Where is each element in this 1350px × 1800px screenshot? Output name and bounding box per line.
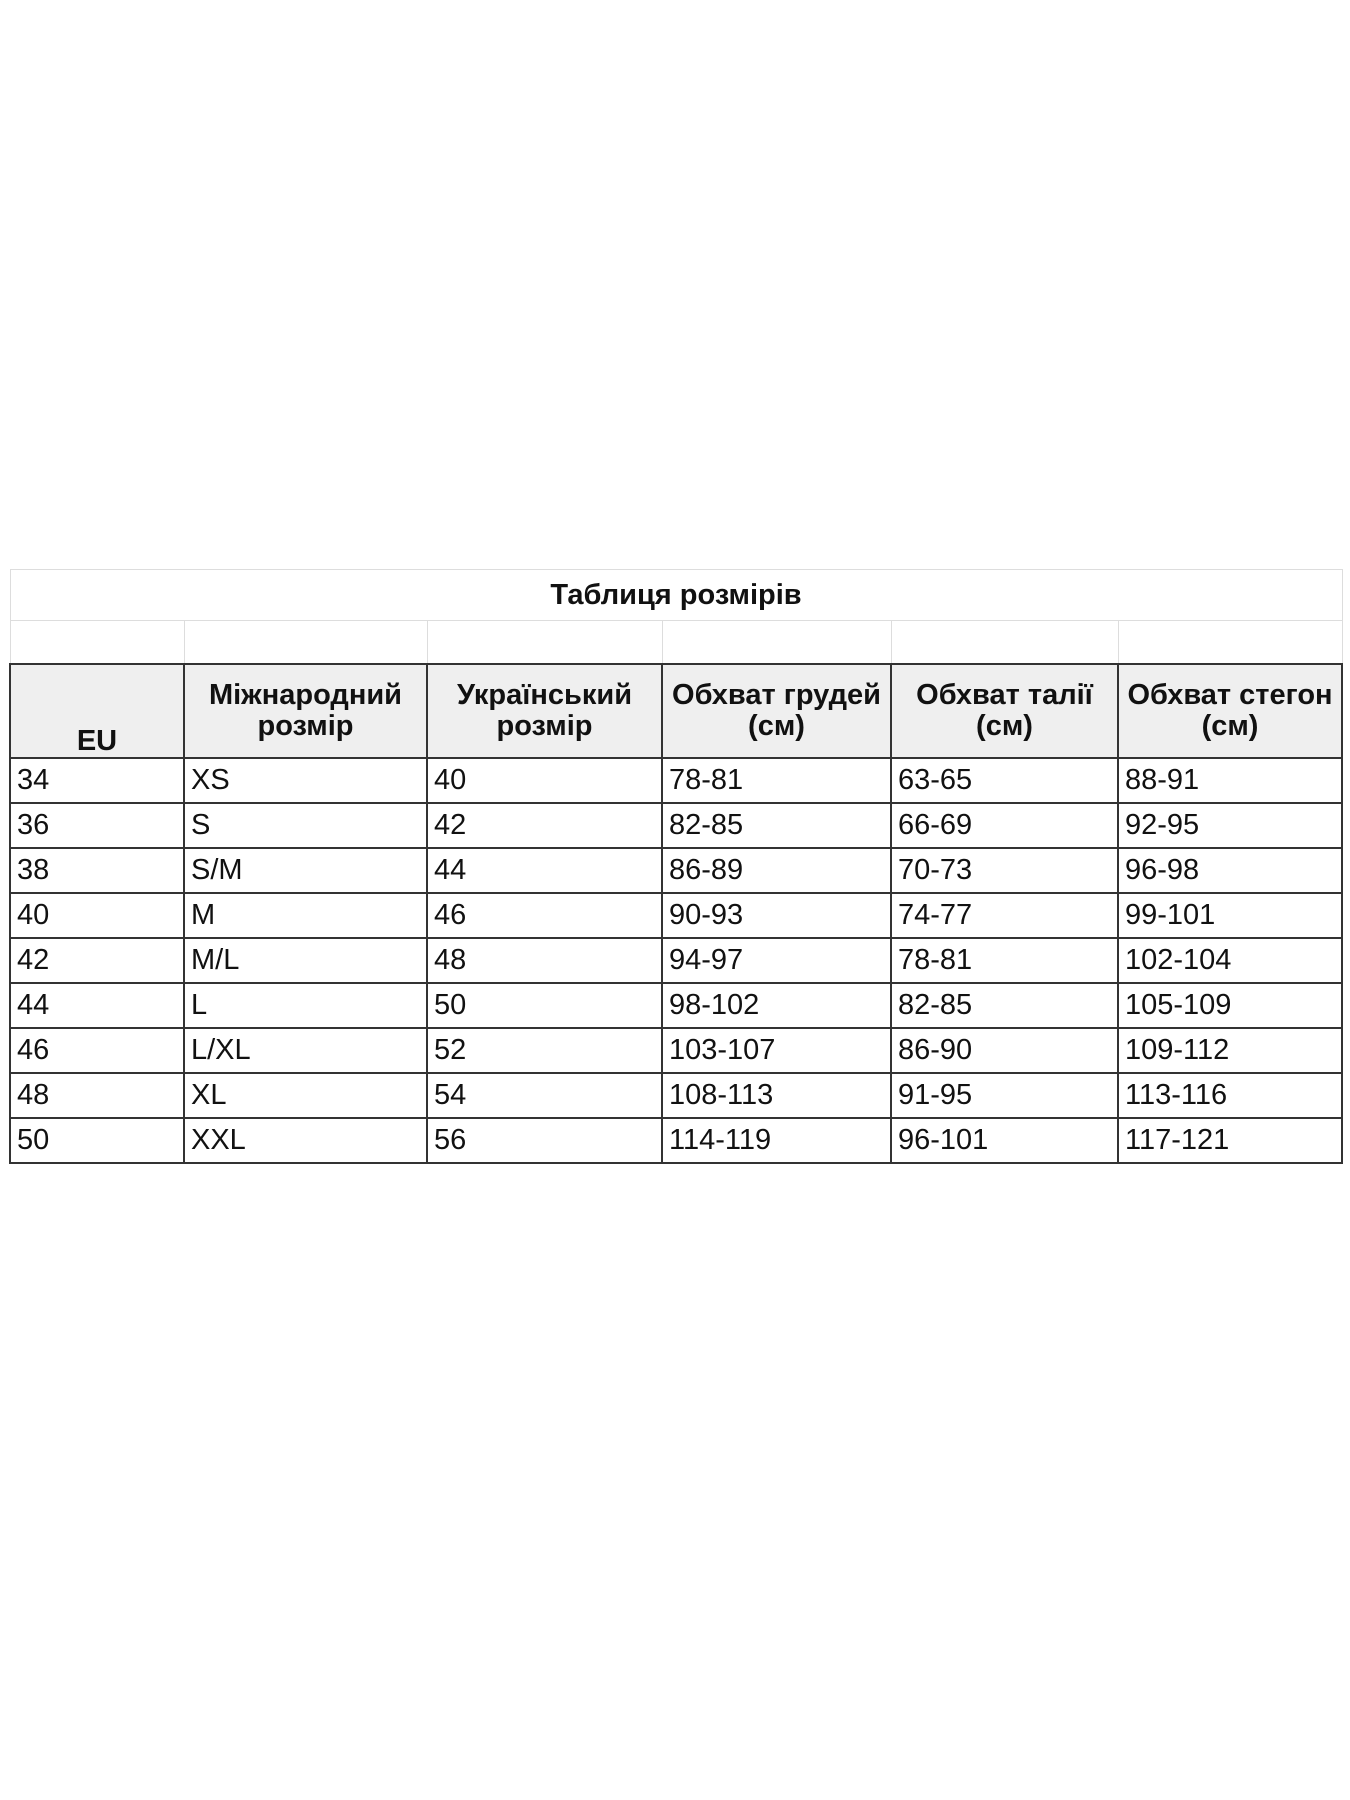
cell-hips: 99-101 bbox=[1116, 892, 1344, 939]
cell-ukrainian-size: 56 bbox=[426, 1117, 663, 1164]
cell-hips: 105-109 bbox=[1116, 982, 1344, 1029]
empty-cell bbox=[661, 620, 892, 664]
cell-eu: 44 bbox=[9, 982, 185, 1029]
cell-international-size: L/XL bbox=[183, 1027, 428, 1074]
empty-cell bbox=[183, 620, 428, 664]
cell-chest: 103-107 bbox=[661, 1027, 892, 1074]
empty-row bbox=[9, 620, 1343, 664]
cell-hips: 117-121 bbox=[1116, 1117, 1344, 1164]
table-row: 38 S/M 44 86-89 70-73 96-98 bbox=[9, 847, 1344, 894]
cell-international-size: XL bbox=[183, 1072, 428, 1119]
cell-waist: 91-95 bbox=[890, 1072, 1119, 1119]
table-row: 44 L 50 98-102 82-85 105-109 bbox=[9, 982, 1344, 1029]
table-row: 36 S 42 82-85 66-69 92-95 bbox=[9, 802, 1344, 849]
cell-waist: 78-81 bbox=[890, 937, 1119, 984]
cell-eu: 48 bbox=[9, 1072, 185, 1119]
cell-chest: 82-85 bbox=[661, 802, 892, 849]
header-hips: Обхват стегон (см) bbox=[1116, 663, 1344, 759]
cell-waist: 63-65 bbox=[890, 757, 1119, 804]
table-row: 50 XXL 56 114-119 96-101 117-121 bbox=[9, 1117, 1344, 1164]
cell-international-size: XXL bbox=[183, 1117, 428, 1164]
table-row: 40 M 46 90-93 74-77 99-101 bbox=[9, 892, 1344, 939]
empty-cell bbox=[9, 620, 185, 664]
cell-hips: 88-91 bbox=[1116, 757, 1344, 804]
title-row: Таблиця розмірів bbox=[9, 569, 1343, 621]
table-row: 48 XL 54 108-113 91-95 113-116 bbox=[9, 1072, 1344, 1119]
cell-chest: 94-97 bbox=[661, 937, 892, 984]
cell-ukrainian-size: 50 bbox=[426, 982, 663, 1029]
cell-waist: 66-69 bbox=[890, 802, 1119, 849]
cell-chest: 108-113 bbox=[661, 1072, 892, 1119]
cell-eu: 46 bbox=[9, 1027, 185, 1074]
cell-ukrainian-size: 42 bbox=[426, 802, 663, 849]
cell-hips: 92-95 bbox=[1116, 802, 1344, 849]
cell-eu: 34 bbox=[9, 757, 185, 804]
cell-ukrainian-size: 54 bbox=[426, 1072, 663, 1119]
cell-international-size: S/M bbox=[183, 847, 428, 894]
cell-eu: 50 bbox=[9, 1117, 185, 1164]
cell-hips: 96-98 bbox=[1116, 847, 1344, 894]
cell-waist: 82-85 bbox=[890, 982, 1119, 1029]
cell-ukrainian-size: 52 bbox=[426, 1027, 663, 1074]
header-ukrainian-size: Український розмір bbox=[426, 663, 663, 759]
cell-international-size: M/L bbox=[183, 937, 428, 984]
cell-international-size: XS bbox=[183, 757, 428, 804]
cell-waist: 96-101 bbox=[890, 1117, 1119, 1164]
cell-chest: 90-93 bbox=[661, 892, 892, 939]
cell-international-size: L bbox=[183, 982, 428, 1029]
empty-cell bbox=[890, 620, 1119, 664]
empty-cell bbox=[426, 620, 663, 664]
cell-eu: 38 bbox=[9, 847, 185, 894]
cell-ukrainian-size: 44 bbox=[426, 847, 663, 894]
cell-waist: 70-73 bbox=[890, 847, 1119, 894]
cell-chest: 114-119 bbox=[661, 1117, 892, 1164]
table-row: 42 M/L 48 94-97 78-81 102-104 bbox=[9, 937, 1344, 984]
cell-international-size: M bbox=[183, 892, 428, 939]
cell-chest: 78-81 bbox=[661, 757, 892, 804]
cell-ukrainian-size: 40 bbox=[426, 757, 663, 804]
cell-chest: 98-102 bbox=[661, 982, 892, 1029]
header-chest: Обхват грудей (см) bbox=[661, 663, 892, 759]
cell-eu: 42 bbox=[9, 937, 185, 984]
table-title: Таблиця розмірів bbox=[9, 569, 1343, 621]
header-row: EU Міжнародний розмір Український розмір… bbox=[9, 663, 1344, 759]
cell-eu: 36 bbox=[9, 802, 185, 849]
cell-ukrainian-size: 48 bbox=[426, 937, 663, 984]
cell-hips: 109-112 bbox=[1116, 1027, 1344, 1074]
cell-waist: 86-90 bbox=[890, 1027, 1119, 1074]
cell-international-size: S bbox=[183, 802, 428, 849]
table-row: 34 XS 40 78-81 63-65 88-91 bbox=[9, 757, 1344, 804]
header-eu: EU bbox=[9, 663, 185, 759]
cell-ukrainian-size: 46 bbox=[426, 892, 663, 939]
table-row: 46 L/XL 52 103-107 86-90 109-112 bbox=[9, 1027, 1344, 1074]
header-waist: Обхват талії (см) bbox=[890, 663, 1119, 759]
cell-eu: 40 bbox=[9, 892, 185, 939]
cell-hips: 113-116 bbox=[1116, 1072, 1344, 1119]
cell-waist: 74-77 bbox=[890, 892, 1119, 939]
cell-hips: 102-104 bbox=[1116, 937, 1344, 984]
header-international-size: Міжнародний розмір bbox=[183, 663, 428, 759]
size-chart-table: Таблиця розмірів EU Міжнародний розмір У… bbox=[9, 569, 1344, 1164]
cell-chest: 86-89 bbox=[661, 847, 892, 894]
empty-cell bbox=[1117, 620, 1343, 664]
